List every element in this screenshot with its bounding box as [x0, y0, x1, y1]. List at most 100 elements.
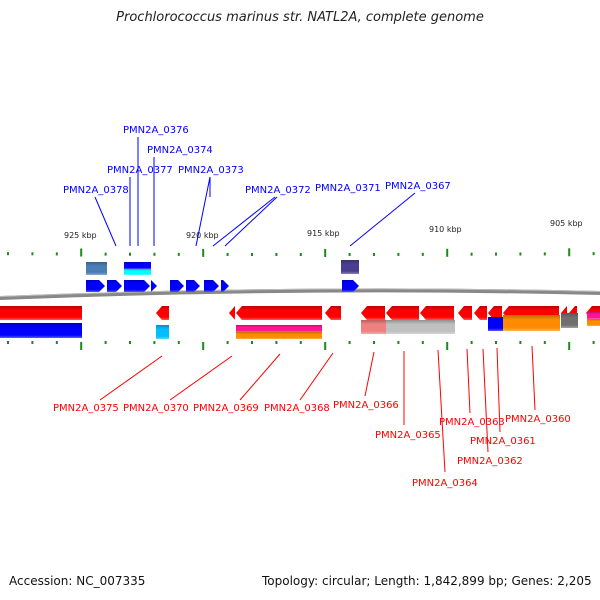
reverse-feature-box-shade — [503, 315, 560, 331]
minor-tick — [226, 341, 229, 344]
reverse-label-leader — [496, 347, 501, 433]
minor-tick — [519, 252, 522, 256]
forward-label-leader — [349, 192, 416, 247]
major-tick — [202, 342, 205, 350]
reverse-label-leader — [482, 348, 489, 453]
reverse-label-leader — [364, 351, 375, 397]
gene-label-pmn2a_0367: PMN2A_0367 — [385, 181, 451, 192]
minor-tick — [129, 341, 131, 344]
reverse-label-leader — [299, 352, 334, 401]
genome-backbone — [0, 288, 600, 300]
minor-tick — [299, 253, 302, 256]
minor-tick — [7, 341, 9, 344]
reverse-label-leader — [531, 345, 536, 411]
major-tick — [324, 248, 327, 257]
reverse-gene-arrow-shade — [386, 306, 419, 320]
genome-summary-text: Topology: circular; Length: 1,842,899 bp… — [262, 574, 592, 588]
gene-label-pmn2a_0360: PMN2A_0360 — [505, 414, 571, 425]
minor-tick — [153, 252, 156, 256]
forward-label-leader — [212, 196, 276, 247]
reverse-gene-arrow-shade — [361, 306, 385, 320]
reverse-label-leader — [437, 349, 446, 473]
reverse-gene-arrow-shade — [0, 306, 82, 320]
reverse-feature-box-shade — [587, 319, 600, 326]
forward-feature-box-shade — [124, 262, 151, 269]
scale-label: 905 kbp — [550, 219, 583, 228]
gene-label-pmn2a_0375: PMN2A_0375 — [53, 403, 119, 414]
reverse-label-leader — [239, 353, 281, 401]
gene-label-pmn2a_0374: PMN2A_0374 — [147, 145, 213, 156]
forward-gene-arrow-shade — [186, 280, 200, 292]
major-tick — [568, 248, 571, 257]
minor-tick — [543, 252, 546, 256]
scale-label: 920 kbp — [186, 231, 219, 240]
reverse-feature-box-shade — [361, 320, 386, 334]
reverse-label-leader — [169, 355, 233, 401]
minor-tick — [153, 341, 156, 344]
reverse-label-leader — [99, 355, 163, 401]
accession-text: Accession: NC_007335 — [9, 574, 146, 588]
forward-gene-arrow-shade — [221, 280, 229, 292]
minor-tick — [251, 252, 253, 256]
forward-label-leader — [224, 196, 278, 247]
gene-label-pmn2a_0365: PMN2A_0365 — [375, 430, 441, 441]
minor-tick — [348, 252, 351, 256]
minor-tick — [495, 341, 497, 344]
scale-label: 910 kbp — [429, 225, 462, 234]
major-tick — [324, 342, 327, 350]
reverse-gene-arrow-shade — [229, 306, 235, 320]
major-tick — [202, 248, 205, 257]
forward-gene-arrow-shade — [151, 280, 157, 292]
forward-gene-arrow-shade — [86, 280, 105, 292]
gene-label-pmn2a_0371: PMN2A_0371 — [315, 183, 381, 194]
minor-tick — [226, 252, 229, 256]
minor-tick — [421, 252, 424, 256]
reverse-gene-arrow-shade — [156, 306, 169, 320]
minor-tick — [275, 341, 278, 344]
reverse-feature-box-shade — [0, 323, 82, 338]
minor-tick — [177, 341, 180, 344]
major-tick — [446, 342, 449, 350]
minor-tick — [31, 252, 34, 256]
reverse-gene-arrow-shade — [488, 306, 502, 320]
gene-label-pmn2a_0376: PMN2A_0376 — [123, 125, 189, 136]
reverse-feature-box-shade — [488, 317, 503, 331]
gene-label-pmn2a_0378: PMN2A_0378 — [63, 185, 129, 196]
gene-label-pmn2a_0370: PMN2A_0370 — [123, 403, 189, 414]
major-tick — [446, 248, 449, 257]
minor-tick — [373, 341, 375, 344]
major-tick — [80, 248, 83, 257]
scale-label: 925 kbp — [64, 231, 97, 240]
gene-label-pmn2a_0366: PMN2A_0366 — [333, 400, 399, 411]
forward-feature-box-shade — [86, 262, 107, 275]
minor-tick — [129, 252, 131, 256]
minor-tick — [421, 341, 424, 344]
reverse-gene-arrow-shade — [458, 306, 472, 320]
minor-tick — [104, 341, 107, 344]
forward-gene-arrow-shade — [124, 280, 150, 292]
gene-label-pmn2a_0362: PMN2A_0362 — [457, 456, 523, 467]
forward-label-leader — [195, 176, 211, 247]
gene-label-pmn2a_0364: PMN2A_0364 — [412, 478, 478, 489]
forward-gene-arrow-shade — [107, 280, 122, 292]
reverse-gene-arrow-shade — [325, 306, 341, 320]
minor-tick — [275, 252, 278, 256]
minor-tick — [592, 252, 595, 256]
minor-tick — [519, 341, 522, 344]
reverse-gene-arrow-shade — [420, 306, 454, 320]
minor-tick — [31, 341, 34, 344]
forward-gene-arrow-shade — [170, 280, 184, 292]
gene-label-pmn2a_0369: PMN2A_0369 — [193, 403, 259, 414]
forward-gene-arrow-shade — [204, 280, 219, 292]
gene-label-pmn2a_0372: PMN2A_0372 — [245, 185, 311, 196]
minor-tick — [104, 252, 107, 256]
minor-tick — [397, 341, 400, 344]
reverse-feature-box-shade — [236, 332, 322, 339]
reverse-feature-box-shade — [561, 313, 578, 328]
reverse-label-leader — [466, 348, 471, 414]
minor-tick — [592, 341, 595, 344]
minor-tick — [55, 252, 58, 256]
major-tick — [80, 342, 83, 350]
scale-label: 915 kbp — [307, 229, 340, 238]
genome-title: Prochlorococcus marinus str. NATL2A, com… — [116, 10, 484, 25]
